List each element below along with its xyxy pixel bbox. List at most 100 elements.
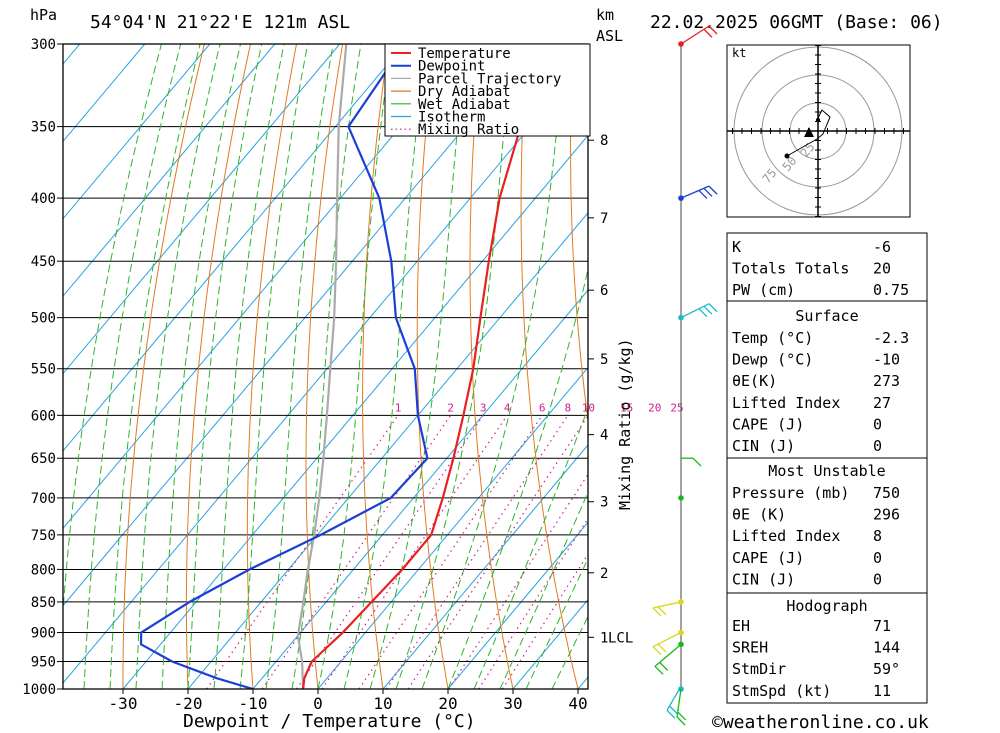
mixing-ratio-label: 8 xyxy=(565,401,572,414)
index-label: SREH xyxy=(732,639,768,657)
pressure-tick-label: 700 xyxy=(31,491,56,507)
mixing-ratio-line xyxy=(206,414,399,689)
wind-barb xyxy=(652,631,682,648)
hodograph-unit: kt xyxy=(732,46,746,60)
km-tick-label: 4 xyxy=(600,428,608,444)
wind-level-dot xyxy=(678,314,684,321)
wet-adiabat-line xyxy=(161,44,241,689)
index-value: 0.75 xyxy=(873,281,909,299)
hodograph-point xyxy=(784,153,790,159)
datetime-title: 22.02.2025 06GMT (Base: 06) xyxy=(650,12,943,33)
legend-entry: Dry Adiabat xyxy=(418,84,511,100)
temperature-tick-label: 10 xyxy=(373,694,392,713)
pressure-unit-label: hPa xyxy=(30,6,57,24)
indices-section-title: Most Unstable xyxy=(768,462,885,480)
pressure-tick-label: 850 xyxy=(31,595,56,611)
isotherm-line xyxy=(63,44,146,143)
hodograph-trace xyxy=(786,109,831,157)
mixing-ratio-line xyxy=(501,553,588,689)
dry-adiabat-line xyxy=(122,44,205,689)
km-tick-label: 6 xyxy=(600,283,608,299)
index-value: 27 xyxy=(873,394,891,412)
wind-barb xyxy=(652,601,682,609)
pressure-tick-label: 300 xyxy=(31,37,56,53)
mixing-ratio-label: 15 xyxy=(620,401,633,414)
index-value: 59° xyxy=(873,660,900,678)
isotherm-line xyxy=(63,44,536,607)
isotherm-line xyxy=(447,521,588,689)
mixing-ratio-label: 6 xyxy=(539,401,546,414)
isotherm-line xyxy=(63,57,588,684)
km-tick-label: 2 xyxy=(600,566,608,582)
isotherm-line xyxy=(63,44,276,297)
dry-adiabat-line xyxy=(469,44,514,689)
wet-adiabat-line xyxy=(213,44,285,689)
index-label: StmSpd (kt) xyxy=(732,682,831,700)
dry-adiabat-line xyxy=(569,44,588,425)
wet-adiabat-line xyxy=(109,44,201,689)
isotherm-line xyxy=(252,289,588,689)
legend-entry: Dewpoint xyxy=(418,59,485,75)
dry-adiabat-line xyxy=(416,44,449,689)
wet-adiabat-line xyxy=(317,44,393,689)
wet-adiabat-line xyxy=(291,44,362,689)
index-value: 0 xyxy=(873,570,882,588)
wet-adiabat-line xyxy=(63,44,162,618)
dry-adiabat-line xyxy=(246,44,297,689)
pressure-tick-label: 500 xyxy=(31,311,56,327)
pressure-tick-label: 600 xyxy=(31,408,56,424)
wet-adiabat-line xyxy=(83,44,182,689)
legend-entry: Temperature xyxy=(418,46,511,62)
isotherm-line xyxy=(63,44,341,375)
pressure-tick-label: 450 xyxy=(31,254,56,270)
wet-adiabat-line xyxy=(239,44,309,689)
indices-section xyxy=(726,592,928,704)
indices-section-title: Surface xyxy=(795,307,858,325)
dry-adiabat-line xyxy=(520,44,579,689)
index-label: K xyxy=(732,238,741,256)
mixing-ratio-line xyxy=(448,473,588,689)
km-tick-label: 5 xyxy=(600,352,608,368)
temperature-tick-label: -10 xyxy=(239,694,268,713)
temperature-tick-label: -20 xyxy=(174,694,203,713)
wet-adiabat-line xyxy=(499,491,588,689)
index-label: Temp (°C) xyxy=(732,329,813,347)
storm-motion-marker xyxy=(804,127,814,137)
isotherm-line xyxy=(122,134,588,689)
wet-adiabat-line xyxy=(343,44,427,689)
dewpoint-curve xyxy=(139,44,429,689)
dry-adiabat-line xyxy=(988,44,1000,689)
temperature-tick-label: 20 xyxy=(438,694,457,713)
index-value: 0 xyxy=(873,437,882,455)
wind-barb-profile xyxy=(652,25,718,726)
mixing-ratio-line xyxy=(358,414,543,689)
index-value: 144 xyxy=(873,639,900,657)
index-label: StmDir xyxy=(732,660,786,678)
wind-barb xyxy=(654,643,682,667)
pressure-tick-label: 950 xyxy=(31,655,56,671)
km-tick-label: 8 xyxy=(600,133,608,149)
isotherm-line xyxy=(317,366,588,689)
lcl-label: LCL xyxy=(608,631,633,647)
indices-section-title: Hodograph xyxy=(786,597,867,615)
index-value: 0 xyxy=(873,549,882,567)
mixing-ratio-label: 1 xyxy=(395,401,402,414)
temperature-tick-label: 30 xyxy=(503,694,522,713)
wind-level-dot xyxy=(678,495,684,501)
index-label: CIN (J) xyxy=(732,437,795,455)
indices-table: K -6 Totals Totals 20 PW (cm) 0.75 Surface Temp… xyxy=(726,232,928,704)
index-label: Dewp (°C) xyxy=(732,351,813,369)
wet-adiabat-line xyxy=(447,267,588,689)
mixing-ratio-axis-label: Mixing Ratio (g/kg) xyxy=(616,338,634,510)
dry-adiabat-line xyxy=(362,44,390,689)
wet-adiabat-line xyxy=(135,44,221,689)
mixing-ratio-label: 3 xyxy=(480,401,487,414)
wind-barb xyxy=(680,303,710,319)
index-value: 8 xyxy=(873,527,882,545)
legend-entry: Isotherm xyxy=(418,110,485,126)
index-value: -2.3 xyxy=(873,329,909,347)
copyright-footer: ©weatheronline.co.uk xyxy=(712,712,929,733)
isotherm-line xyxy=(63,44,211,220)
